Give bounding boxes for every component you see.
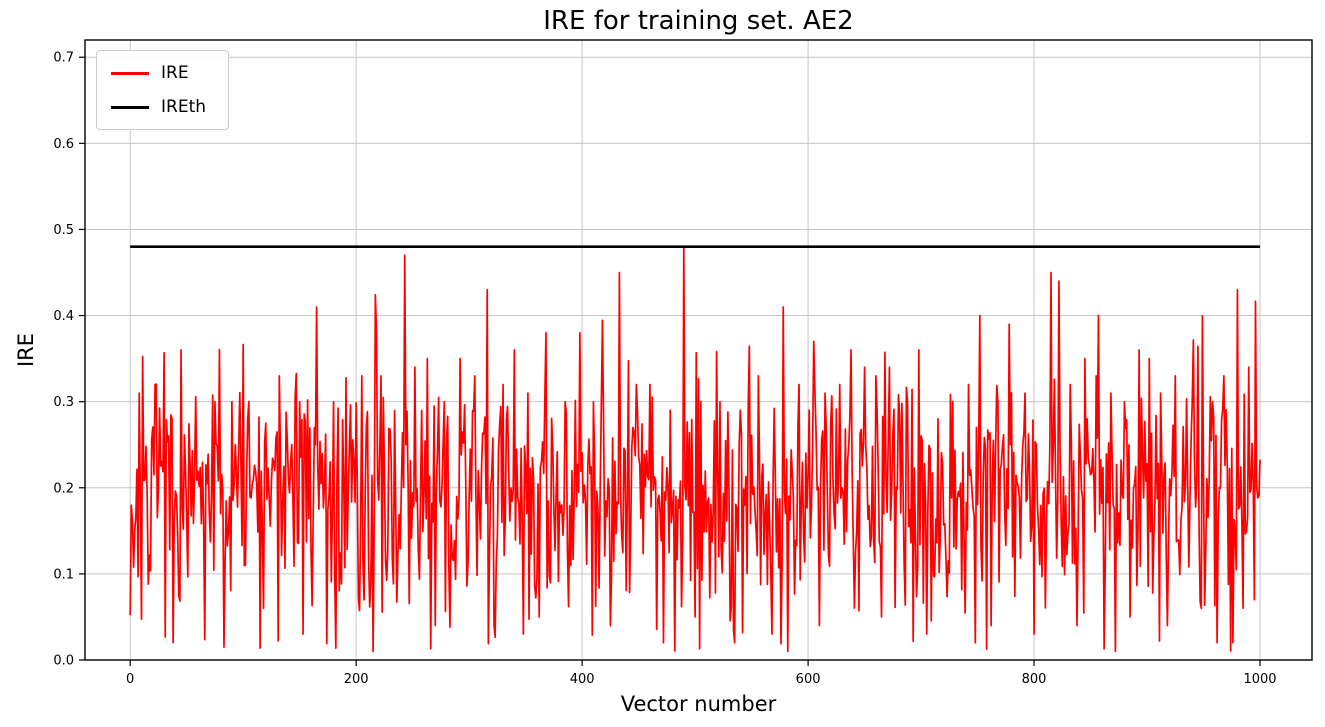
- y-tick-label: 0.5: [53, 223, 74, 238]
- x-tick-label: 400: [570, 672, 595, 687]
- legend-label-ireth: IREth: [161, 97, 207, 117]
- data-series: [129, 245, 1261, 653]
- y-tick-label: 0.4: [53, 309, 74, 324]
- x-tick-label: 200: [344, 672, 369, 687]
- plot-border: [84, 39, 1313, 661]
- axis-ticks: 0 200 400 600 800 1000 0.0 0.1 0.2 0.3 0.4 0.5 0.6 0.…: [53, 51, 1276, 687]
- y-tick-label: 0.2: [53, 481, 74, 496]
- x-tick-label: 600: [796, 672, 821, 687]
- legend: IRE IREth: [96, 50, 230, 130]
- y-tick-label: 0.3: [53, 395, 74, 410]
- x-axis-label: Vector number: [620, 692, 777, 716]
- legend-line-ireth-icon: [111, 105, 149, 109]
- grid-lines: [85, 40, 1312, 661]
- legend-label-ire: IRE: [161, 63, 189, 83]
- x-tick-label: 800: [1022, 672, 1047, 687]
- legend-item-ireth: IREth: [111, 97, 206, 117]
- chart-title: IRE for training set. AE2: [543, 6, 854, 36]
- x-tick-label: 0: [126, 672, 134, 687]
- y-tick-label: 0.0: [53, 654, 74, 669]
- x-tick-label: 1000: [1243, 672, 1276, 687]
- y-tick-label: 0.1: [53, 567, 74, 582]
- ire-line: [129, 245, 1261, 653]
- legend-item-ire: IRE: [111, 63, 206, 83]
- legend-line-ire-icon: [111, 71, 149, 75]
- y-tick-label: 0.6: [53, 137, 74, 152]
- y-axis-label: IRE: [14, 332, 38, 368]
- y-tick-label: 0.7: [53, 51, 74, 66]
